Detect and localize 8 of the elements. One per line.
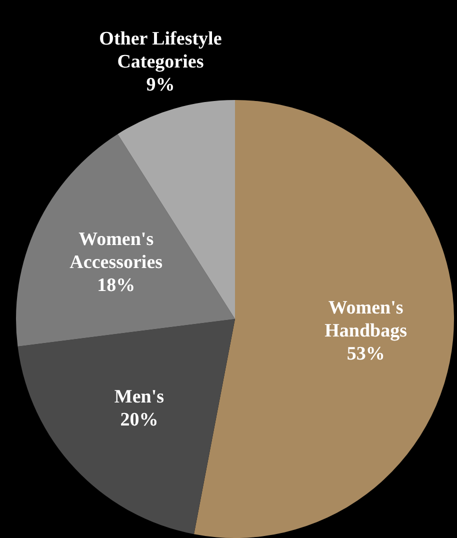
slice-label: Other Lifestyle Categories [99,28,222,72]
slice-label: Men's [114,386,164,408]
data-label: 20% [120,409,158,430]
slice-label: Women's Accessories [70,228,163,273]
data-label: 18% [97,274,136,296]
data-label: 53% [346,343,385,364]
data-label: 9% [146,74,175,96]
slice-label: Women's Handbags [324,297,408,342]
